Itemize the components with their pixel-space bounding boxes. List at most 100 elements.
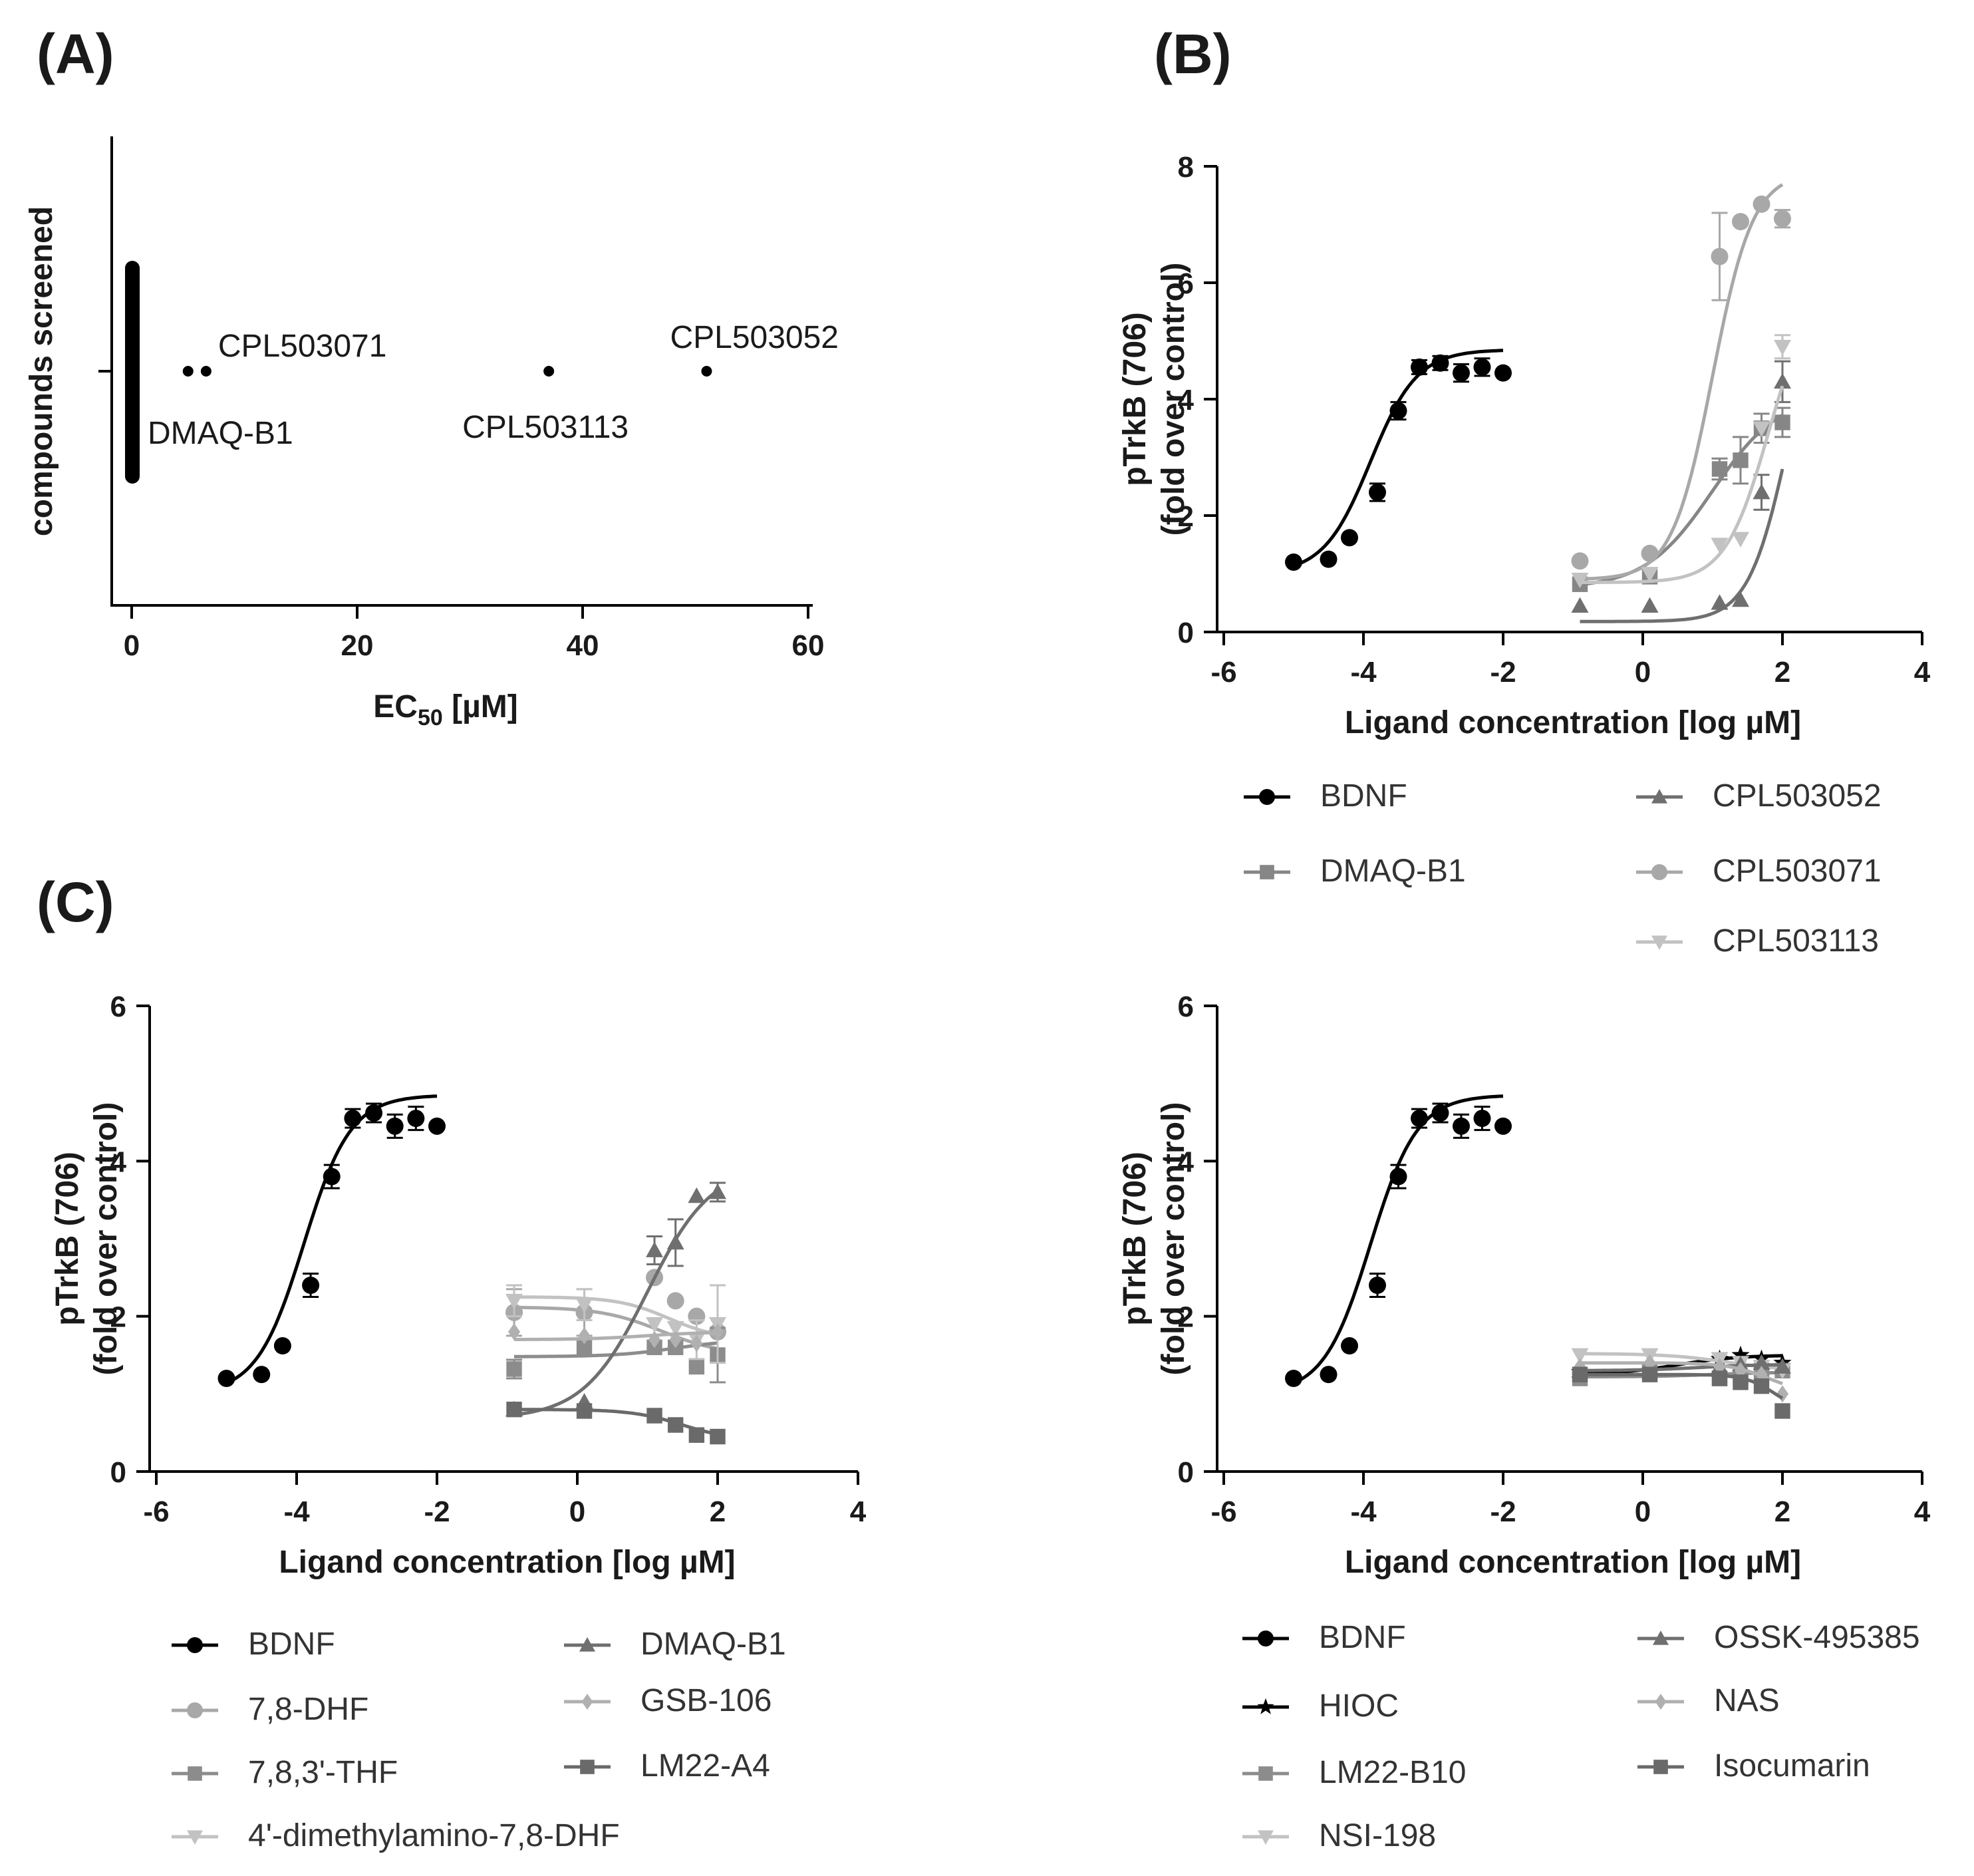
- panel-b-point-cpl503113: [1571, 572, 1589, 589]
- panel-b-series-cpl503113: [1571, 334, 1791, 589]
- panel-c-right-y-axis-title-line1: pTrkB (706): [1117, 1152, 1153, 1325]
- panel-c-left-legend-item-7-8-dhf: 7,8-DHF: [172, 1692, 368, 1727]
- panel-c-right-series-isocumarin: [1572, 1366, 1790, 1419]
- panel-c-right-y-tick-label: 2: [1178, 1301, 1194, 1334]
- panel-c-right-fit-isocumarin: [1580, 1372, 1784, 1400]
- panel-c-left-legend-item-7-8-3-thf: 7,8,3'-THF: [172, 1755, 398, 1790]
- panel-c-right-legend-marker: [1653, 1760, 1668, 1774]
- panel-b-point-bdnf: [1341, 529, 1358, 547]
- panel-c-left-y-tick-label: 6: [110, 991, 126, 1023]
- panel-b-legend-marker: [1651, 789, 1667, 804]
- panel-a-annotation-dmaq-b1: DMAQ-B1: [148, 416, 293, 451]
- panel-b-legend-label: DMAQ-B1: [1320, 854, 1466, 889]
- panel-c-left-point-lm22-a4: [646, 1408, 662, 1424]
- panel-b-legend-label: CPL503071: [1713, 854, 1882, 889]
- panel-c-left-legend-item-gsb-106: GSB-106: [564, 1683, 772, 1718]
- panel-c-left-point-bdnf: [302, 1277, 320, 1294]
- panel-b-legend-marker: [1651, 864, 1667, 880]
- panel-b-fit-cpl503071: [1580, 183, 1784, 581]
- panel-c-left-fit-gsb-106: [514, 1330, 718, 1341]
- panel-c-left-point-gsb-106: [669, 1330, 682, 1348]
- panel-c-right-legend-item-nsi-198: NSI-198: [1242, 1818, 1436, 1853]
- panel-c-left-point-7-8-3-thf: [576, 1339, 593, 1356]
- panel-c-left-point-gsb-106: [690, 1334, 703, 1352]
- panel-a-point: [701, 366, 712, 377]
- panel-c-left-series-bdnf: [217, 1094, 446, 1387]
- panel-b-fit-cpl503052: [1580, 468, 1784, 623]
- panel-c-right-chart: -6 -4 -2 0 2 4 0 2 4 6 Ligand concentration [log µ…: [1117, 991, 1931, 1853]
- panel-b-point-cpl503113: [1774, 339, 1791, 356]
- panel-c-left-legend-item-4-dimethylamino-7-8-dhf: 4'-dimethylamino-7,8-DHF: [172, 1818, 620, 1853]
- panel-c-right-legend-item-ossk-495385: OSSK-495385: [1637, 1620, 1920, 1655]
- panel-b-legend-label: CPL503113: [1713, 923, 1879, 959]
- panel-c-left-legend-marker: [187, 1830, 203, 1845]
- panel-c-left-x-tick-label: 2: [710, 1495, 726, 1528]
- panel-c-left-y-axis-title-line2: (fold over control): [88, 1102, 124, 1376]
- panel-b-point-cpl503052: [1711, 594, 1729, 610]
- panel-b-x-tick-label: -2: [1490, 656, 1516, 689]
- panel-c-right-y-axis-title-line2: (fold over control): [1156, 1102, 1191, 1376]
- panel-c-right-x-tick-label: -4: [1350, 1495, 1377, 1528]
- panel-label-b: (B): [1154, 23, 1232, 85]
- panel-c-right-legend-label: NAS: [1714, 1683, 1780, 1718]
- panel-b-fit-dmaq-b1: [1580, 413, 1784, 587]
- panel-c-left-legend-marker: [187, 1702, 203, 1718]
- panel-b-point-cpl503052: [1571, 597, 1589, 613]
- panel-c-left-legend-item-lm22-a4: LM22-A4: [564, 1748, 770, 1784]
- panel-c-right-point-isocumarin: [1711, 1370, 1728, 1386]
- panel-c-left-legend-marker: [579, 1637, 595, 1652]
- panel-c-right-point-ossk-495385: [1774, 1358, 1791, 1374]
- panel-c-left-series-gsb-106: [507, 1323, 724, 1352]
- panel-c-left-point-bdnf: [407, 1110, 425, 1128]
- panel-c-right-x-tick-label: -2: [1490, 1495, 1516, 1528]
- panel-c-left-point-lm22-a4: [576, 1403, 593, 1419]
- panel-c-right-point-bdnf: [1341, 1337, 1358, 1354]
- panel-a-point: [182, 366, 194, 377]
- panel-c-left-legend-label: 7,8-DHF: [248, 1692, 368, 1727]
- panel-b-point-cpl503052: [1641, 597, 1659, 613]
- panel-c-left-y-axis-title-line1: pTrkB (706): [50, 1152, 85, 1325]
- panel-a-x-tick-label: 0: [124, 629, 140, 662]
- panel-c-right-legend-item-bdnf: BDNF: [1242, 1620, 1406, 1655]
- panel-c-left-chart: -6 -4 -2 0 2 4 0 2 4 6 Ligand concentration [log µ…: [50, 991, 867, 1853]
- panel-a-point: [200, 366, 212, 377]
- panel-b-y-tick-label: 8: [1178, 151, 1194, 184]
- panel-c-left-point-gsb-106: [578, 1327, 591, 1344]
- panel-b-legend: BDNF DMAQ-B1 CPL503052 CPL503071 CPL503113: [1244, 778, 1882, 959]
- panel-c-left-y-tick-label: 0: [110, 1456, 126, 1489]
- panel-c-left-fit-7-8-3-thf: [514, 1341, 718, 1358]
- panel-c-left-legend-label: BDNF: [248, 1627, 335, 1662]
- panel-a-x-tick-label: 60: [792, 629, 825, 662]
- panel-c-right-point-bdnf: [1431, 1104, 1449, 1122]
- panel-a-cluster: [125, 261, 140, 484]
- panel-b-legend-label: CPL503052: [1713, 778, 1882, 814]
- panel-c-right-point-isocumarin: [1774, 1403, 1790, 1419]
- panel-c-right-point-bdnf: [1389, 1168, 1407, 1185]
- panel-b-point-cpl503113: [1753, 421, 1770, 437]
- panel-a-x-tick-label: 20: [341, 629, 374, 662]
- panel-b-point-dmaq-b1: [1774, 414, 1790, 430]
- panel-b-point-bdnf: [1320, 550, 1338, 568]
- panel-b-x-axis-title: Ligand concentration [log µM]: [1345, 705, 1801, 740]
- panel-b-point-cpl503052: [1753, 484, 1770, 500]
- panel-c-left-x-tick-label: 4: [850, 1495, 867, 1528]
- panel-b-series-cpl503071: [1571, 183, 1791, 581]
- panel-c-left-point-7-8-3-thf: [688, 1358, 705, 1375]
- panel-c-right-legend-label: Isocumarin: [1714, 1748, 1870, 1784]
- panel-c-left-legend-marker: [187, 1637, 203, 1653]
- panel-c-right-y-tick-label: 6: [1178, 991, 1194, 1023]
- panel-c-left-legend-label: GSB-106: [640, 1683, 772, 1718]
- panel-c-right-y-tick-label: 4: [1178, 1146, 1195, 1178]
- panel-c-right-legend-item-nas: NAS: [1637, 1683, 1780, 1718]
- panel-c-left-point-lm22-a4: [668, 1417, 684, 1433]
- panel-b-point-cpl503052: [1732, 591, 1749, 607]
- panel-c-left-point-4-dimethylamino-7-8-dhf: [575, 1297, 593, 1314]
- panel-c-right-point-bdnf: [1285, 1370, 1302, 1387]
- panel-c-right-legend-marker: [1653, 1631, 1669, 1645]
- panel-c-left-point-gsb-106: [711, 1323, 724, 1340]
- panel-b-point-bdnf: [1473, 358, 1491, 376]
- panel-b-x-tick-label: 0: [1635, 656, 1651, 689]
- panel-c-left-fit-7-8-dhf: [513, 1305, 718, 1350]
- panel-b-legend-item-dmaq-b1: DMAQ-B1: [1244, 854, 1466, 889]
- panel-b-legend-item-cpl503052: CPL503052: [1636, 778, 1882, 814]
